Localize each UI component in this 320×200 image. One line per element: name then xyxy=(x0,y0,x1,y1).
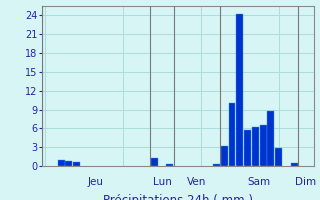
Text: Précipitations 24h ( mm ): Précipitations 24h ( mm ) xyxy=(103,194,252,200)
Bar xyxy=(65,161,72,166)
Text: Lun: Lun xyxy=(153,177,172,187)
Bar xyxy=(73,162,80,166)
Bar xyxy=(228,103,236,166)
Bar xyxy=(260,125,267,166)
Bar xyxy=(236,14,243,166)
Bar xyxy=(268,111,274,166)
Text: Sam: Sam xyxy=(248,177,271,187)
Bar xyxy=(244,130,251,166)
Bar xyxy=(275,148,282,166)
Text: Dim: Dim xyxy=(295,177,316,187)
Bar xyxy=(166,164,173,166)
Bar xyxy=(151,158,158,166)
Bar xyxy=(221,146,228,166)
Bar xyxy=(213,164,220,166)
Bar xyxy=(58,160,65,166)
Text: Ven: Ven xyxy=(187,177,207,187)
Text: Jeu: Jeu xyxy=(88,177,104,187)
Bar xyxy=(252,127,259,166)
Bar xyxy=(291,163,298,166)
